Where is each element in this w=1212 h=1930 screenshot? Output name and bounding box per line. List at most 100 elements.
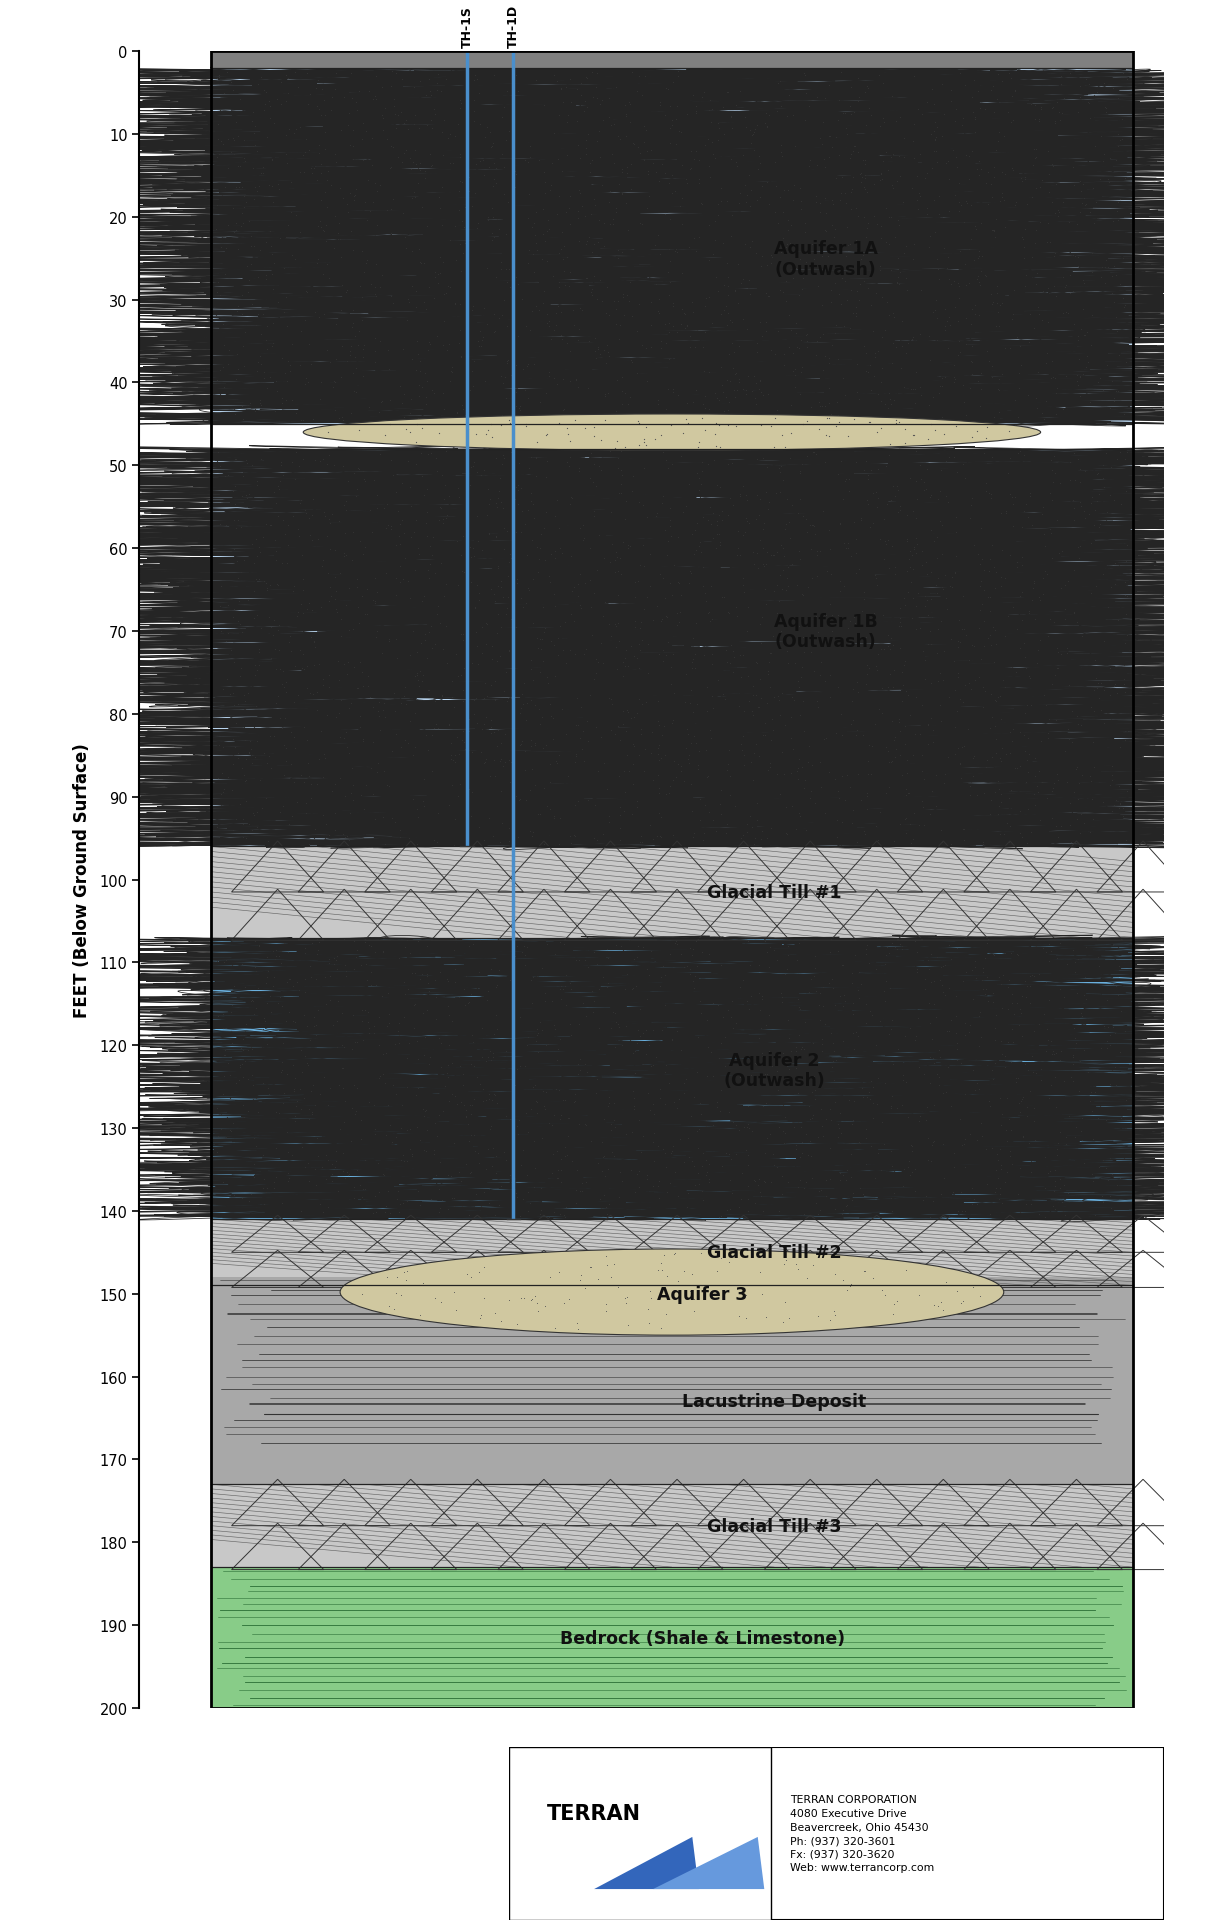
Point — [458, 1110, 478, 1141]
Point — [827, 805, 846, 836]
Point — [509, 394, 528, 425]
Point — [605, 1112, 624, 1143]
Point — [990, 290, 1010, 320]
Point — [934, 768, 954, 799]
Point — [238, 482, 257, 513]
Point — [233, 299, 252, 330]
Point — [1052, 573, 1071, 604]
Point — [894, 650, 914, 681]
Point — [450, 139, 469, 170]
Point — [1011, 633, 1030, 664]
Point — [588, 1148, 607, 1179]
Point — [789, 1021, 808, 1052]
Point — [298, 1148, 318, 1179]
Point — [568, 581, 588, 612]
Point — [799, 573, 818, 604]
Point — [907, 591, 926, 621]
Point — [457, 1094, 476, 1125]
Point — [405, 990, 424, 1021]
Point — [315, 963, 335, 994]
Point — [348, 1154, 367, 1185]
Point — [837, 120, 857, 151]
Point — [343, 116, 362, 147]
Point — [983, 703, 1002, 733]
Point — [537, 309, 556, 340]
Point — [422, 374, 441, 405]
Point — [768, 69, 788, 100]
Point — [944, 442, 964, 473]
Point — [790, 544, 810, 575]
Point — [776, 510, 795, 540]
Point — [213, 674, 233, 704]
Point — [389, 521, 408, 552]
Point — [1080, 388, 1099, 419]
Point — [228, 564, 247, 594]
Point — [591, 722, 611, 753]
Point — [805, 245, 824, 276]
Point — [429, 268, 448, 299]
Point — [991, 1189, 1011, 1220]
Point — [325, 814, 344, 845]
Point — [782, 390, 801, 421]
Point — [887, 332, 907, 363]
Point — [407, 1081, 427, 1112]
Point — [884, 1048, 903, 1079]
Point — [800, 1104, 819, 1135]
Point — [441, 745, 461, 776]
Point — [756, 307, 776, 338]
Point — [921, 482, 941, 513]
Point — [408, 1073, 428, 1104]
Point — [821, 288, 840, 318]
Point — [921, 481, 941, 511]
Point — [678, 311, 697, 342]
Point — [874, 102, 893, 133]
Point — [613, 697, 633, 728]
Point — [467, 1179, 486, 1210]
Point — [391, 469, 411, 500]
Point — [907, 436, 926, 467]
Point — [1081, 330, 1100, 361]
Point — [817, 1181, 836, 1212]
Point — [761, 726, 781, 757]
Point — [307, 249, 326, 280]
Point — [245, 112, 264, 143]
Point — [463, 737, 482, 768]
Point — [970, 392, 989, 423]
Point — [389, 1007, 408, 1038]
Point — [436, 278, 456, 309]
Point — [490, 955, 509, 986]
Point — [813, 355, 833, 386]
Point — [1064, 172, 1084, 203]
Point — [1103, 278, 1122, 309]
Point — [391, 506, 411, 537]
Point — [657, 540, 676, 571]
Point — [999, 1027, 1018, 1058]
Point — [473, 145, 492, 176]
Point — [846, 523, 865, 554]
Point — [782, 317, 801, 347]
Point — [1059, 207, 1079, 237]
Point — [894, 730, 914, 760]
Point — [987, 272, 1006, 303]
Point — [419, 676, 439, 706]
Point — [457, 731, 476, 762]
Point — [678, 1179, 697, 1210]
Point — [760, 647, 779, 677]
Point — [309, 301, 328, 332]
Point — [811, 1094, 830, 1125]
Point — [418, 676, 438, 706]
Point — [682, 940, 702, 971]
Point — [629, 930, 648, 961]
Point — [262, 232, 281, 262]
Point — [747, 1050, 766, 1081]
Point — [256, 326, 275, 357]
Point — [644, 1098, 663, 1129]
Point — [343, 546, 362, 577]
Point — [857, 782, 876, 813]
Point — [568, 1009, 588, 1040]
Point — [799, 152, 818, 183]
Point — [973, 973, 993, 1004]
Point — [678, 718, 697, 749]
Point — [293, 768, 313, 799]
Point — [555, 1202, 574, 1233]
